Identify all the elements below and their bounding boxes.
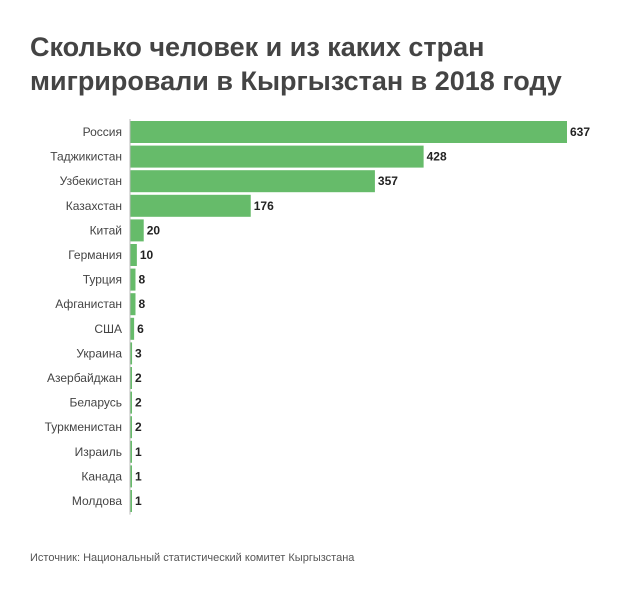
value-label: 20 (147, 223, 161, 237)
category-label: Украина (76, 346, 122, 360)
value-label: 2 (135, 420, 142, 434)
value-label: 1 (135, 445, 142, 459)
bar-10 (130, 367, 132, 389)
category-label: Таджикистан (50, 150, 122, 164)
value-label: 357 (378, 174, 398, 188)
bar-6 (130, 268, 136, 291)
value-label: 428 (427, 150, 447, 164)
category-label: Китай (90, 223, 122, 237)
category-label: Россия (83, 125, 122, 139)
value-label: 3 (135, 346, 142, 360)
bar-2 (130, 170, 375, 193)
category-label: Канада (81, 469, 122, 483)
bar-8 (130, 317, 135, 340)
bar-14 (130, 465, 132, 488)
bar-15 (130, 490, 132, 512)
bar-3 (130, 194, 251, 217)
bar-13 (130, 440, 132, 463)
chart-title: Сколько человек и из каких стран мигриро… (30, 32, 562, 96)
value-label: 1 (135, 469, 142, 483)
bar-12 (130, 416, 132, 439)
category-label: Азербайджан (47, 371, 122, 385)
value-label: 2 (135, 371, 142, 385)
category-label: Афганистан (55, 297, 122, 311)
category-label: Узбекистан (60, 174, 122, 188)
category-label: Туркменистан (45, 420, 122, 434)
category-label: Беларусь (70, 396, 122, 410)
category-label: Казахстан (66, 199, 122, 213)
value-label: 6 (137, 322, 144, 336)
bar-7 (130, 293, 136, 316)
bar-0 (130, 121, 567, 143)
category-label: Германия (68, 248, 122, 262)
value-label: 637 (570, 125, 590, 139)
bar-1 (130, 145, 424, 168)
bars-group: Россия 637 Таджикистан 428 Узбекистан 357 Каза… (45, 121, 590, 512)
value-label: 176 (254, 199, 274, 213)
category-label: Турция (83, 273, 122, 287)
bar-4 (130, 219, 144, 242)
value-label: 8 (138, 273, 145, 287)
source-note: Источник: Национальный статистический ко… (30, 552, 355, 564)
value-label: 1 (135, 494, 142, 508)
bar-9 (130, 342, 133, 365)
value-label: 8 (138, 297, 145, 311)
value-label: 10 (140, 248, 154, 262)
bar-5 (130, 244, 137, 266)
category-label: Молдова (72, 494, 122, 508)
category-label: Израиль (75, 445, 122, 459)
category-label: США (94, 322, 122, 336)
bar-11 (130, 391, 132, 414)
value-label: 2 (135, 396, 142, 410)
